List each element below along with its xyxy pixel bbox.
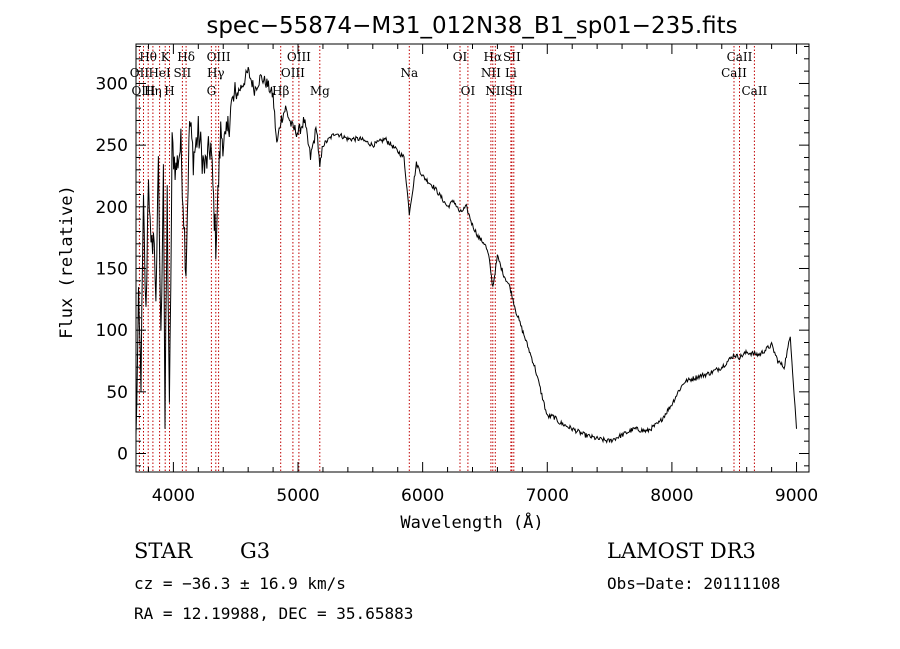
x-tick-label-4: 8000 <box>650 486 693 506</box>
line-label-23: Li <box>505 66 517 80</box>
y-axis-label: Flux (relative) <box>57 185 77 339</box>
line-label-8: SII <box>174 66 192 80</box>
line-label-4: HeI <box>148 66 171 80</box>
line-label-13: OIII <box>287 50 311 64</box>
line-label-5: K <box>161 50 171 64</box>
plot-frame <box>135 43 810 473</box>
line-label-3: Hη <box>144 84 162 98</box>
line-label-20: NII <box>481 66 501 80</box>
line-label-19: Hα <box>484 50 503 64</box>
line-label-12: Hβ <box>272 84 289 98</box>
coordinates: RA = 12.19988, DEC = 35.65883 <box>134 604 414 623</box>
chart-title: spec−55874−M31_012N38_B1_sp01−235.fits <box>206 13 737 39</box>
line-label-10: Hγ <box>207 66 225 80</box>
x-tick-label-0: 4000 <box>152 486 195 506</box>
line-label-18: OI <box>461 84 476 98</box>
x-axis-label: Wavelength (Å) <box>400 511 543 533</box>
obs-date: Obs−Date: 20111108 <box>607 574 781 593</box>
x-tick-label-1: 5000 <box>276 486 319 506</box>
line-label-16: Na <box>400 66 418 80</box>
line-label-14: OIII <box>281 66 305 80</box>
line-label-11: G <box>207 84 217 98</box>
y-tick-label-1: 50 <box>106 383 128 403</box>
line-label-2: OIII <box>131 84 155 98</box>
object-class: STAR <box>134 539 193 563</box>
line-label-9: OIII <box>207 50 231 64</box>
y-tick-label-4: 200 <box>96 198 128 218</box>
line-label-26: CaII <box>721 66 747 80</box>
line-label-25: CaII <box>727 50 753 64</box>
spectrum-line <box>135 66 797 444</box>
line-label-6: H <box>164 84 174 98</box>
y-tick-label-5: 250 <box>96 136 128 156</box>
line-label-17: OI <box>453 50 468 64</box>
spectrum-series <box>135 66 797 444</box>
line-label-1: OII <box>130 66 150 80</box>
y-tick-label-0: 0 <box>117 444 128 464</box>
x-tick-label-3: 7000 <box>526 486 569 506</box>
line-label-21: NII <box>485 84 505 98</box>
object-subclass: G3 <box>240 539 271 563</box>
line-label-15: Mg <box>310 84 330 98</box>
line-label-7: Hδ <box>177 50 195 64</box>
line-label-22: SII <box>503 50 521 64</box>
y-tick-label-2: 100 <box>96 321 128 341</box>
x-tick-label-5: 9000 <box>775 486 818 506</box>
x-tick-label-2: 6000 <box>401 486 444 506</box>
axis-ticks: 4000 5000 6000 7000 8000 9000 0 50 100 150 200 250 3… <box>96 44 818 506</box>
line-label-24: SII <box>505 84 523 98</box>
redshift-info: cz = −36.3 ± 16.9 km/s <box>134 574 346 593</box>
y-tick-label-3: 150 <box>96 259 128 279</box>
line-label-27: CaII <box>741 84 767 98</box>
line-label-0: Hθ <box>139 50 157 64</box>
y-tick-label-6: 300 <box>96 74 128 94</box>
survey-name: LAMOST DR3 <box>607 539 756 563</box>
